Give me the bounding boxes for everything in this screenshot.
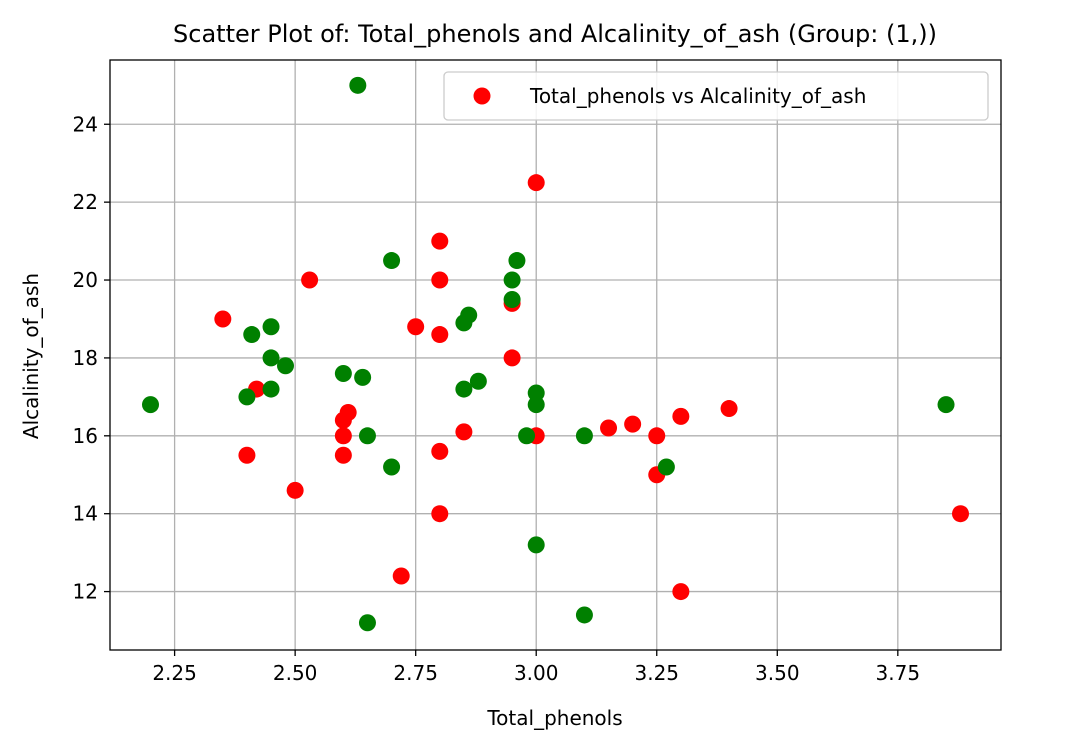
- scatter-point: [334, 364, 352, 382]
- x-tick-label: 2.25: [152, 661, 197, 685]
- scatter-point: [503, 291, 521, 309]
- scatter-point: [349, 76, 367, 94]
- scatter-point: [527, 174, 545, 192]
- scatter-point: [334, 446, 352, 464]
- x-tick-label: 2.50: [273, 661, 318, 685]
- scatter-point: [262, 380, 280, 398]
- scatter-point: [657, 458, 675, 476]
- scatter-point: [527, 384, 545, 402]
- scatter-point: [431, 326, 449, 344]
- scatter-point: [301, 271, 319, 289]
- x-tick-label: 3.75: [876, 661, 921, 685]
- axis-ticks: 2.25 2.50 2.75 3.00 3.25 3.50 3.75 12 14 16 18 20 22…: [73, 112, 921, 685]
- scatter-point: [431, 505, 449, 523]
- scatter-point: [460, 306, 478, 324]
- scatter-point: [238, 446, 256, 464]
- y-axis-label: Alcalinity_of_ash: [19, 273, 43, 439]
- legend-entry: Total_phenols vs Alcalinity_of_ash: [529, 84, 866, 108]
- scatter-point: [503, 349, 521, 367]
- x-tick-label: 2.75: [393, 661, 438, 685]
- scatter-point: [286, 481, 304, 499]
- scatter-point: [672, 407, 690, 425]
- scatter-point: [648, 427, 666, 445]
- y-tick-label: 16: [73, 424, 98, 448]
- y-tick-label: 22: [73, 190, 98, 214]
- x-axis-label: Total_phenols: [486, 706, 622, 730]
- scatter-point: [262, 349, 280, 367]
- y-tick-label: 24: [73, 112, 98, 136]
- scatter-point: [431, 442, 449, 460]
- scatter-point: [952, 505, 969, 523]
- y-tick-label: 20: [73, 268, 98, 292]
- scatter-point: [354, 368, 372, 386]
- scatter-point: [508, 252, 526, 270]
- scatter-point: [720, 400, 738, 418]
- legend-box: [443, 71, 989, 121]
- scatter-point: [407, 318, 425, 336]
- scatter-point: [455, 380, 473, 398]
- scatter-point: [243, 326, 261, 344]
- scatter-point: [238, 388, 256, 406]
- scatter-point: [503, 271, 521, 289]
- scatter-point: [431, 271, 449, 289]
- scatter-point: [600, 419, 618, 437]
- y-tick-label: 12: [73, 580, 98, 604]
- data-points: [142, 76, 969, 632]
- scatter-point: [383, 252, 401, 270]
- scatter-point: [334, 427, 352, 445]
- chart-title: Scatter Plot of: Total_phenols and Alcal…: [173, 20, 937, 48]
- grid: [110, 60, 1001, 650]
- scatter-point: [672, 583, 690, 601]
- scatter-point: [358, 614, 376, 632]
- scatter-point: [214, 310, 232, 328]
- scatter-point: [431, 232, 449, 250]
- plot-frame: [109, 59, 1002, 651]
- x-tick-label: 3.25: [634, 661, 679, 685]
- scatter-point: [358, 427, 376, 445]
- scatter-point: [262, 318, 280, 336]
- legend-marker: [473, 87, 491, 105]
- y-tick-label: 14: [73, 502, 98, 526]
- scatter-point: [392, 567, 410, 585]
- scatter-point: [277, 357, 294, 375]
- scatter-point: [455, 423, 473, 441]
- scatter-point: [339, 403, 357, 421]
- scatter-point: [937, 396, 955, 414]
- legend: Total_phenols vs Alcalinity_of_ash: [443, 71, 989, 121]
- y-tick-label: 18: [73, 346, 98, 370]
- scatter-point: [142, 396, 159, 414]
- scatter-point: [527, 536, 545, 554]
- scatter-point: [469, 372, 487, 390]
- x-tick-label: 3.50: [755, 661, 800, 685]
- scatter-point: [575, 606, 593, 624]
- x-tick-label: 3.00: [514, 661, 559, 685]
- scatter-point: [624, 415, 642, 433]
- scatter-point: [518, 427, 536, 445]
- scatter-point: [527, 396, 545, 414]
- scatter-point: [383, 458, 401, 476]
- scatter-point: [575, 427, 593, 445]
